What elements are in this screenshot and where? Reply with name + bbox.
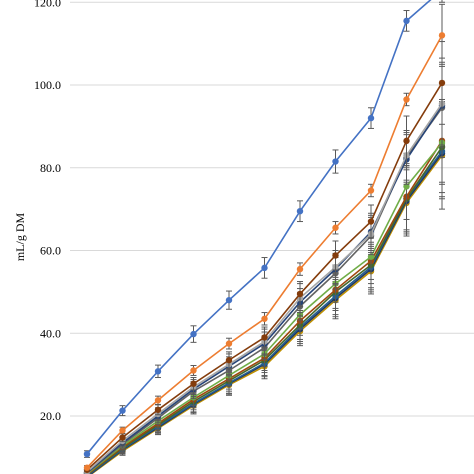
series-10	[84, 105, 446, 474]
y-tick-label: 60.0	[40, 244, 61, 258]
y-tick-label: 40.0	[40, 326, 61, 340]
series-line	[86, 107, 443, 474]
y-tick-label: 120.0	[34, 0, 61, 9]
series-1	[83, 0, 445, 458]
data-point	[403, 96, 410, 103]
data-point	[154, 397, 162, 404]
data-point	[296, 265, 304, 273]
data-point	[154, 368, 162, 375]
y-tick-label: 20.0	[40, 409, 61, 423]
data-point	[119, 407, 126, 414]
data-point	[119, 427, 126, 434]
data-point	[438, 79, 446, 87]
data-point	[332, 224, 339, 231]
data-point	[261, 315, 268, 322]
series-11	[85, 107, 446, 474]
data-point	[154, 406, 162, 413]
data-point	[367, 218, 375, 225]
data-point	[296, 290, 304, 298]
data-point	[225, 296, 233, 304]
data-point	[119, 434, 126, 441]
data-point	[190, 380, 197, 387]
series-line	[86, 34, 443, 469]
series-line	[86, 105, 443, 474]
data-point	[367, 114, 375, 122]
data-point	[367, 187, 375, 194]
data-point	[296, 207, 304, 215]
data-point	[83, 450, 91, 458]
series-line	[86, 0, 432, 455]
data-point	[261, 264, 268, 272]
series-3	[83, 41, 446, 473]
data-point	[403, 17, 410, 25]
series-line	[86, 103, 443, 473]
data-point	[225, 356, 233, 364]
gridlines	[70, 1, 474, 417]
y-axis-title: mL/g DM	[13, 213, 27, 262]
data-point	[332, 158, 339, 165]
data-point	[332, 252, 339, 259]
data-point	[261, 334, 268, 341]
y-tick-labels: 20.0 40.0 60.0 80.0 100.0 120.0	[34, 0, 61, 423]
plot-area	[83, 0, 446, 474]
data-point	[403, 137, 410, 145]
y-tick-label: 100.0	[34, 78, 61, 92]
series-2	[83, 3, 446, 471]
data-point	[225, 340, 233, 347]
data-point	[190, 367, 197, 374]
data-point	[190, 330, 197, 338]
y-tick-label: 80.0	[40, 161, 61, 175]
data-point	[438, 32, 446, 39]
data-point	[83, 464, 91, 471]
